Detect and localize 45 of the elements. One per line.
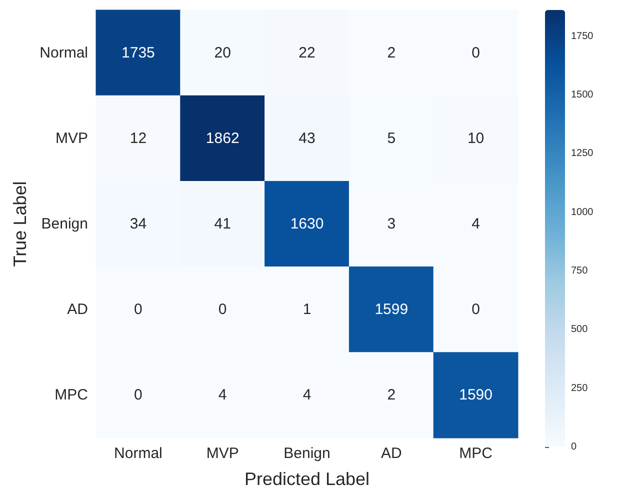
data-label: 1 — [302, 301, 312, 318]
data-label: 0 — [134, 386, 142, 404]
data-label: 1599 — [374, 301, 408, 318]
y-tick-label: AD — [67, 301, 88, 318]
data-label: 10 — [467, 130, 484, 147]
data-label: 34 — [130, 216, 147, 232]
y-tick-label: MVP — [55, 130, 88, 147]
color-bar-label: 500 — [571, 324, 588, 336]
data-label: 41 — [214, 216, 231, 232]
data-label: 43 — [298, 130, 316, 147]
data-label: 2 — [387, 386, 396, 404]
x-tick-label: Benign — [284, 445, 330, 462]
color-bar-label: 750 — [571, 265, 588, 276]
data-label: 0 — [472, 44, 480, 62]
data-label: 0 — [134, 301, 142, 318]
color-bar-label: 1250 — [571, 148, 594, 160]
data-label: 1630 — [290, 216, 324, 232]
y-axis-title: True Label — [10, 181, 30, 267]
color-bar-label: 1000 — [571, 206, 594, 218]
x-tick-label: AD — [380, 445, 402, 462]
data-label: 2 — [387, 44, 396, 62]
x-tick-label: MPC — [459, 445, 493, 462]
data-label: 4 — [218, 386, 227, 404]
data-label: 4 — [302, 386, 312, 404]
x-axis-title: Predicted Label — [244, 469, 370, 489]
color-bar-label: 0 — [571, 442, 577, 452]
y-tick-label: Normal — [40, 44, 88, 62]
data-label: 0 — [218, 301, 227, 318]
data-label: 5 — [387, 130, 396, 147]
y-tick-label: MPC — [54, 386, 88, 404]
data-label: 22 — [298, 44, 316, 62]
color-bar-label: 1750 — [571, 30, 594, 42]
data-label: 3 — [387, 216, 396, 232]
data-label: 20 — [214, 44, 231, 62]
data-label: 12 — [130, 130, 147, 147]
data-label: 0 — [472, 301, 480, 318]
color-bar-label: 250 — [571, 382, 588, 394]
data-label: 4 — [472, 216, 480, 232]
y-tick-label: Benign — [41, 216, 88, 232]
x-tick-label: Normal — [114, 445, 162, 462]
color-bar-label: 1500 — [571, 89, 594, 100]
data-label: 1735 — [122, 44, 155, 62]
x-tick-label: MVP — [206, 445, 239, 462]
data-label: 1590 — [459, 386, 492, 404]
data-label: 1862 — [206, 130, 240, 147]
